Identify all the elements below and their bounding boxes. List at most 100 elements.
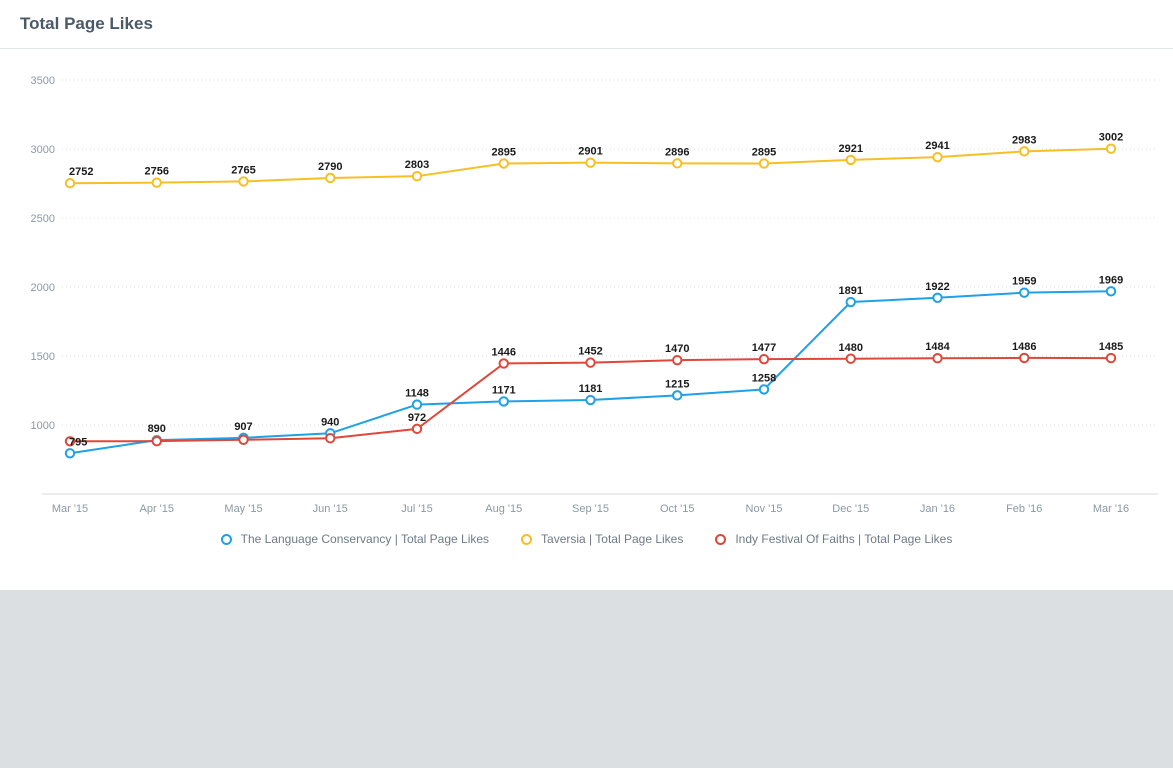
data-label-series-3: 1446 (492, 346, 516, 358)
legend-label: The Language Conservancy | Total Page Li… (240, 532, 490, 546)
data-point-series-1 (1105, 286, 1117, 297)
data-label-series-3: 1452 (578, 346, 602, 358)
data-point-series-1 (498, 396, 509, 407)
data-point-series-1 (845, 296, 856, 308)
data-label-series-2: 2756 (145, 166, 169, 178)
data-point-series-2 (1105, 143, 1117, 154)
legend-label: Indy Festival Of Faiths | Total Page Lik… (735, 532, 953, 546)
data-label-series-2: 2896 (665, 146, 689, 158)
data-point-series-3 (64, 436, 76, 447)
data-label-series-1: 1258 (752, 372, 776, 384)
data-label-series-2: 2983 (1012, 134, 1036, 146)
data-point-series-3 (932, 353, 943, 364)
data-point-series-2 (758, 158, 770, 169)
x-tick-label: Nov '15 (746, 503, 783, 515)
data-point-series-1 (932, 292, 943, 303)
data-label-series-3: 1484 (925, 341, 950, 353)
data-label-series-1: 890 (148, 423, 166, 435)
data-point-series-3 (238, 434, 249, 445)
data-point-series-3 (845, 353, 856, 364)
data-point-series-2 (1019, 146, 1030, 157)
data-label-series-2: 2901 (578, 146, 602, 158)
data-point-series-2 (64, 178, 76, 189)
data-label-series-2: 2921 (839, 143, 863, 155)
y-tick-label: 1500 (31, 351, 55, 363)
chart-card: Total Page Likes 1000 1500 2000 2500 3000 350… (0, 0, 1173, 590)
data-point-series-3 (1105, 352, 1117, 364)
data-point-series-1 (1019, 287, 1030, 298)
data-point-series-1 (585, 394, 596, 406)
data-point-series-3 (151, 435, 162, 447)
data-point-series-1 (64, 448, 76, 459)
data-label-series-3: 1486 (1012, 341, 1036, 353)
data-point-series-2 (932, 151, 943, 163)
data-point-series-2 (325, 172, 336, 184)
data-point-series-1 (758, 384, 770, 395)
data-label-series-2: 3002 (1099, 132, 1123, 144)
x-tick-label: Feb '16 (1006, 503, 1042, 515)
data-label-series-2: 2752 (69, 166, 93, 178)
line-chart: 1000 1500 2000 2500 3000 3500 Mar '15 Apr '15 Ma… (31, 75, 1158, 515)
data-point-series-3 (585, 357, 596, 368)
data-label-series-3: 1470 (665, 343, 689, 355)
data-label-series-2: 2895 (492, 146, 516, 158)
y-tick-label: 3000 (31, 144, 55, 156)
data-point-series-2 (151, 177, 162, 188)
legend-label: Taversia | Total Page Likes (541, 532, 684, 546)
data-label-series-1: 1181 (579, 383, 603, 395)
data-label-series-2: 2941 (925, 140, 949, 152)
x-tick-label: Oct '15 (660, 503, 695, 515)
data-point-series-2 (845, 154, 856, 166)
y-tick-label: 3500 (31, 75, 55, 87)
chart-legend: The Language Conservancy | Total Page Li… (0, 532, 1173, 546)
x-tick-label: Jun '15 (313, 503, 348, 515)
x-tick-label: Dec '15 (832, 503, 869, 515)
data-label-series-1: 940 (321, 416, 339, 428)
data-label-series-1: 907 (234, 421, 252, 433)
data-point-series-2 (585, 157, 596, 168)
data-label-series-3: 1485 (1099, 341, 1123, 353)
legend-item-series-1[interactable]: The Language Conservancy | Total Page Li… (220, 532, 490, 546)
data-label-series-1: 1922 (925, 281, 949, 293)
data-label-series-3: 1480 (839, 342, 863, 354)
legend-item-series-2[interactable]: Taversia | Total Page Likes (521, 532, 683, 546)
data-label-series-3: 972 (408, 412, 426, 424)
data-point-series-3 (325, 433, 336, 444)
x-tick-label: Mar '15 (52, 503, 88, 515)
legend-marker-icon (715, 533, 727, 545)
data-point-series-3 (758, 353, 770, 365)
legend-marker-icon (220, 533, 232, 545)
data-point-series-2 (411, 170, 423, 182)
data-label-series-1: 1891 (839, 285, 863, 297)
data-label-series-2: 2895 (752, 146, 776, 158)
data-point-series-3 (672, 354, 683, 366)
x-tick-label: Sep '15 (572, 503, 609, 515)
chart-title: Total Page Likes (20, 14, 153, 33)
data-label-series-1: 1215 (665, 378, 689, 390)
data-point-series-2 (498, 158, 509, 169)
data-label-series-3: 1477 (752, 342, 776, 354)
data-point-series-3 (498, 358, 509, 369)
x-tick-label: Apr '15 (139, 503, 174, 515)
legend-marker-icon (521, 533, 533, 545)
data-point-series-2 (672, 158, 683, 169)
data-label-series-1: 795 (69, 436, 87, 448)
data-point-series-1 (672, 390, 683, 401)
data-label-series-1: 1959 (1012, 276, 1036, 288)
y-tick-label: 1000 (31, 420, 55, 432)
data-label-series-2: 2765 (231, 164, 255, 176)
series-line-1 (69, 290, 1112, 455)
data-label-series-2: 2790 (318, 161, 342, 173)
y-tick-label: 2000 (31, 282, 55, 294)
y-tick-label: 2500 (31, 213, 55, 225)
x-tick-label: Mar '16 (1093, 503, 1129, 515)
legend-item-series-3[interactable]: Indy Festival Of Faiths | Total Page Lik… (715, 532, 952, 546)
x-tick-label: Jan '16 (920, 503, 955, 515)
x-tick-label: Jul '15 (401, 503, 432, 515)
x-tick-label: Aug '15 (485, 503, 522, 515)
data-label-series-1: 1171 (492, 384, 516, 396)
data-label-series-1: 1148 (405, 388, 429, 400)
data-point-series-3 (1019, 352, 1030, 364)
data-point-series-2 (238, 176, 249, 187)
data-label-series-1: 1969 (1099, 274, 1123, 286)
